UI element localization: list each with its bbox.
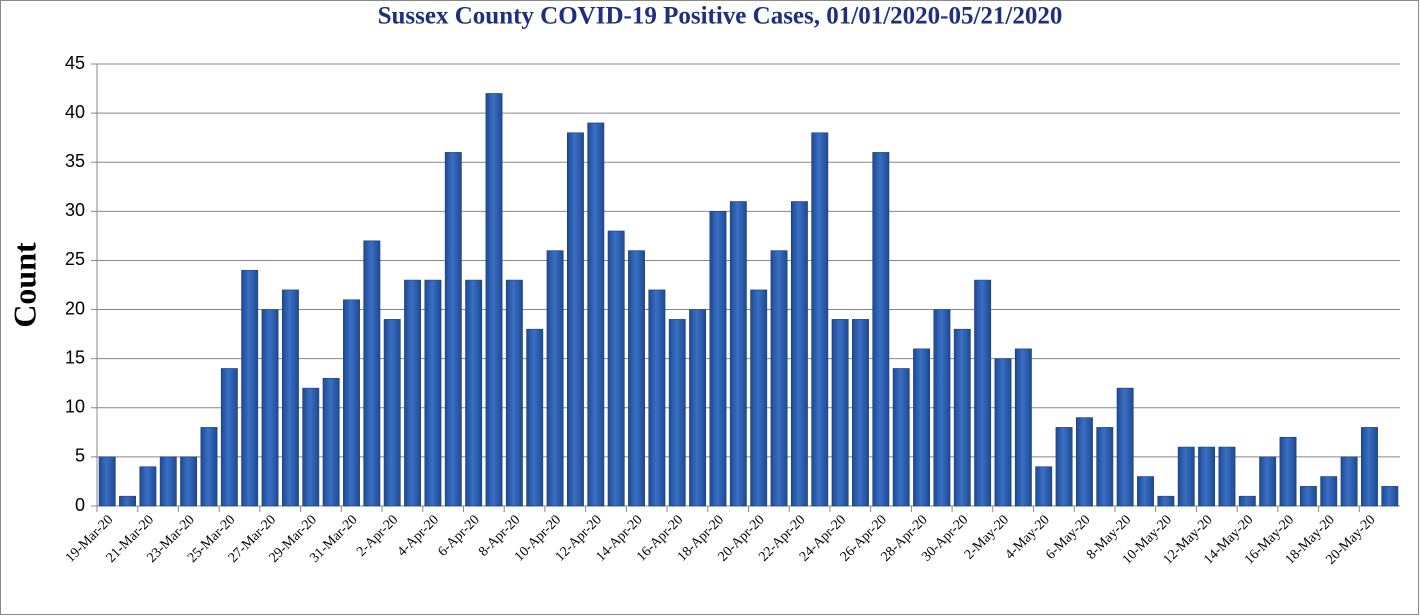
bar [628,250,645,507]
bar [241,269,259,507]
y-tick-label: 10 [65,397,85,417]
bar [404,279,422,507]
bar [139,466,157,507]
bar [1381,486,1399,507]
y-tick-label: 25 [65,249,85,269]
bar [1075,417,1093,507]
bar [220,368,238,507]
y-tick-label: 20 [65,298,85,318]
bar [729,201,747,507]
y-tick-label: 40 [65,102,85,122]
y-tick-label: 15 [65,347,85,367]
bar [1116,387,1134,507]
bar [1177,446,1195,507]
bar [689,309,707,507]
bar [261,309,279,507]
y-tick-label: 0 [75,495,85,515]
bar [485,93,503,507]
bar [98,456,116,507]
bar [831,319,849,507]
bar [709,211,727,507]
bar [770,250,788,507]
bar [750,289,768,507]
bar [180,456,198,507]
y-axis-label: Count [6,242,42,328]
bar [668,319,686,507]
bar [587,122,605,507]
bar [119,495,136,507]
bar [526,328,544,507]
bar [322,378,340,507]
bar [159,456,177,507]
bar [505,279,523,507]
bar [1279,436,1297,507]
bar [953,328,971,507]
bar [648,289,666,507]
bar [1238,495,1256,507]
bar [567,132,584,507]
y-tick-label: 45 [65,53,85,73]
bar [343,299,360,507]
bar [892,368,910,507]
bar [1055,427,1073,507]
bar [974,279,992,507]
bar [913,348,930,507]
bar [872,152,890,507]
bar [1198,446,1216,507]
bar [1096,427,1114,507]
y-tick-label: 30 [65,200,85,220]
bar [1361,427,1378,507]
chart-title: Sussex County COVID-19 Positive Cases, 0… [378,3,1063,30]
bar [1320,476,1338,507]
bar [281,289,299,507]
bar [1340,456,1358,507]
bar [1157,495,1175,507]
bar [1137,476,1154,507]
bar [1035,466,1053,507]
bar [790,201,808,507]
bar [811,132,829,507]
y-tick-label: 35 [65,151,85,171]
bar [1014,348,1032,507]
y-tick-label: 5 [75,446,85,466]
bar [546,250,564,507]
bar [302,387,320,507]
bar [994,358,1012,507]
bar [424,279,442,507]
bar [852,319,869,507]
bar [1299,486,1317,507]
bar [607,230,625,507]
bar [933,309,951,507]
bar [200,427,218,507]
bar [1218,446,1236,507]
bar [465,279,483,507]
bar [363,240,381,507]
bar [383,319,401,507]
bar [444,152,462,507]
bar [1259,456,1277,507]
